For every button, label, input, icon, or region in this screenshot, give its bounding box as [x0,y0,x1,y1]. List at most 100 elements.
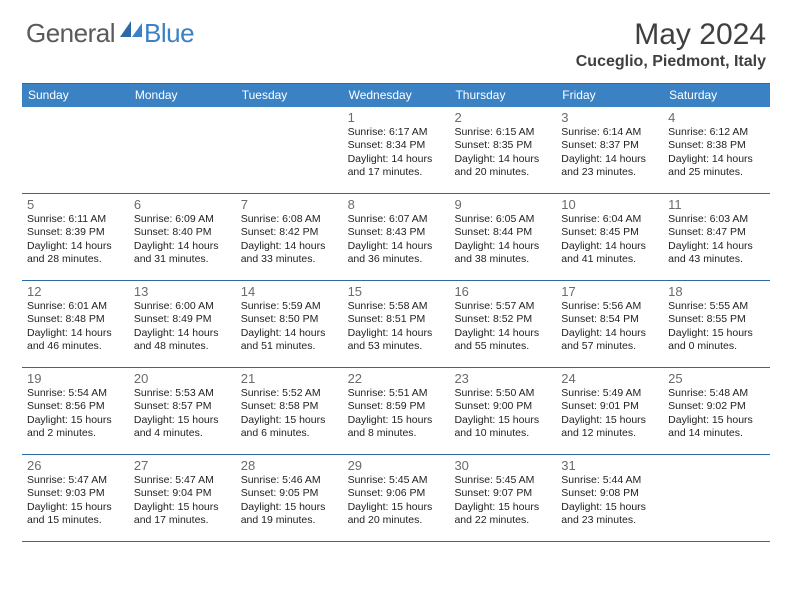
day-cell: 22Sunrise: 5:51 AMSunset: 8:59 PMDayligh… [343,368,450,454]
day-info: Sunrise: 5:48 AMSunset: 9:02 PMDaylight:… [668,387,765,441]
day-info: Sunrise: 5:47 AMSunset: 9:03 PMDaylight:… [27,474,124,528]
logo-text-blue: Blue [144,18,194,49]
header: General Blue May 2024 Cuceglio, Piedmont… [0,0,792,75]
day-cell [663,455,770,541]
day-info: Sunrise: 5:44 AMSunset: 9:08 PMDaylight:… [561,474,658,528]
day-info: Sunrise: 5:50 AMSunset: 9:00 PMDaylight:… [454,387,551,441]
day-number: 28 [241,458,338,473]
day-number: 29 [348,458,445,473]
day-number: 13 [134,284,231,299]
day-number: 1 [348,110,445,125]
day-info: Sunrise: 6:15 AMSunset: 8:35 PMDaylight:… [454,126,551,180]
day-cell: 26Sunrise: 5:47 AMSunset: 9:03 PMDayligh… [22,455,129,541]
day-number: 24 [561,371,658,386]
day-info: Sunrise: 5:45 AMSunset: 9:06 PMDaylight:… [348,474,445,528]
day-info: Sunrise: 5:56 AMSunset: 8:54 PMDaylight:… [561,300,658,354]
day-cell: 25Sunrise: 5:48 AMSunset: 9:02 PMDayligh… [663,368,770,454]
day-info: Sunrise: 6:07 AMSunset: 8:43 PMDaylight:… [348,213,445,267]
day-number: 26 [27,458,124,473]
day-cell: 29Sunrise: 5:45 AMSunset: 9:06 PMDayligh… [343,455,450,541]
day-info: Sunrise: 6:08 AMSunset: 8:42 PMDaylight:… [241,213,338,267]
day-cell: 31Sunrise: 5:44 AMSunset: 9:08 PMDayligh… [556,455,663,541]
week-row: 19Sunrise: 5:54 AMSunset: 8:56 PMDayligh… [22,368,770,455]
day-cell: 10Sunrise: 6:04 AMSunset: 8:45 PMDayligh… [556,194,663,280]
day-number: 23 [454,371,551,386]
day-cell: 3Sunrise: 6:14 AMSunset: 8:37 PMDaylight… [556,107,663,193]
day-number: 3 [561,110,658,125]
day-cell: 5Sunrise: 6:11 AMSunset: 8:39 PMDaylight… [22,194,129,280]
day-cell: 8Sunrise: 6:07 AMSunset: 8:43 PMDaylight… [343,194,450,280]
day-cell: 19Sunrise: 5:54 AMSunset: 8:56 PMDayligh… [22,368,129,454]
day-number: 25 [668,371,765,386]
day-cell [129,107,236,193]
day-info: Sunrise: 5:46 AMSunset: 9:05 PMDaylight:… [241,474,338,528]
day-number: 19 [27,371,124,386]
day-info: Sunrise: 5:49 AMSunset: 9:01 PMDaylight:… [561,387,658,441]
dayhead-sat: Saturday [663,84,770,107]
day-number: 20 [134,371,231,386]
day-cell: 15Sunrise: 5:58 AMSunset: 8:51 PMDayligh… [343,281,450,367]
day-info: Sunrise: 6:12 AMSunset: 8:38 PMDaylight:… [668,126,765,180]
day-cell: 28Sunrise: 5:46 AMSunset: 9:05 PMDayligh… [236,455,343,541]
day-number: 16 [454,284,551,299]
day-cell: 11Sunrise: 6:03 AMSunset: 8:47 PMDayligh… [663,194,770,280]
day-cell: 23Sunrise: 5:50 AMSunset: 9:00 PMDayligh… [449,368,556,454]
dayhead-row: Sunday Monday Tuesday Wednesday Thursday… [22,84,770,107]
day-cell: 14Sunrise: 5:59 AMSunset: 8:50 PMDayligh… [236,281,343,367]
day-number: 15 [348,284,445,299]
week-row: 1Sunrise: 6:17 AMSunset: 8:34 PMDaylight… [22,107,770,194]
logo: General Blue [26,18,194,49]
day-cell: 9Sunrise: 6:05 AMSunset: 8:44 PMDaylight… [449,194,556,280]
day-cell: 6Sunrise: 6:09 AMSunset: 8:40 PMDaylight… [129,194,236,280]
logo-text-general: General [26,18,115,49]
day-cell: 1Sunrise: 6:17 AMSunset: 8:34 PMDaylight… [343,107,450,193]
logo-sail-icon [120,21,142,39]
day-info: Sunrise: 5:55 AMSunset: 8:55 PMDaylight:… [668,300,765,354]
day-info: Sunrise: 5:47 AMSunset: 9:04 PMDaylight:… [134,474,231,528]
dayhead-fri: Friday [556,84,663,107]
day-number: 21 [241,371,338,386]
day-number: 5 [27,197,124,212]
day-number: 18 [668,284,765,299]
month-title: May 2024 [576,18,766,51]
day-number: 4 [668,110,765,125]
day-info: Sunrise: 5:54 AMSunset: 8:56 PMDaylight:… [27,387,124,441]
day-number: 10 [561,197,658,212]
day-cell [22,107,129,193]
day-info: Sunrise: 5:51 AMSunset: 8:59 PMDaylight:… [348,387,445,441]
location-label: Cuceglio, Piedmont, Italy [576,53,766,71]
day-number: 9 [454,197,551,212]
day-number: 11 [668,197,765,212]
day-cell: 16Sunrise: 5:57 AMSunset: 8:52 PMDayligh… [449,281,556,367]
day-info: Sunrise: 5:52 AMSunset: 8:58 PMDaylight:… [241,387,338,441]
day-number: 30 [454,458,551,473]
day-number: 27 [134,458,231,473]
day-number: 7 [241,197,338,212]
calendar: Sunday Monday Tuesday Wednesday Thursday… [22,83,770,542]
day-cell: 20Sunrise: 5:53 AMSunset: 8:57 PMDayligh… [129,368,236,454]
day-cell: 2Sunrise: 6:15 AMSunset: 8:35 PMDaylight… [449,107,556,193]
day-number: 12 [27,284,124,299]
day-info: Sunrise: 6:11 AMSunset: 8:39 PMDaylight:… [27,213,124,267]
day-info: Sunrise: 5:45 AMSunset: 9:07 PMDaylight:… [454,474,551,528]
day-number: 22 [348,371,445,386]
day-info: Sunrise: 6:17 AMSunset: 8:34 PMDaylight:… [348,126,445,180]
dayhead-tue: Tuesday [236,84,343,107]
day-number: 17 [561,284,658,299]
dayhead-sun: Sunday [22,84,129,107]
day-info: Sunrise: 6:14 AMSunset: 8:37 PMDaylight:… [561,126,658,180]
day-info: Sunrise: 6:03 AMSunset: 8:47 PMDaylight:… [668,213,765,267]
day-info: Sunrise: 6:04 AMSunset: 8:45 PMDaylight:… [561,213,658,267]
day-cell: 17Sunrise: 5:56 AMSunset: 8:54 PMDayligh… [556,281,663,367]
day-number: 14 [241,284,338,299]
day-cell: 30Sunrise: 5:45 AMSunset: 9:07 PMDayligh… [449,455,556,541]
day-cell: 18Sunrise: 5:55 AMSunset: 8:55 PMDayligh… [663,281,770,367]
day-info: Sunrise: 5:59 AMSunset: 8:50 PMDaylight:… [241,300,338,354]
day-number: 8 [348,197,445,212]
day-number: 2 [454,110,551,125]
day-info: Sunrise: 5:57 AMSunset: 8:52 PMDaylight:… [454,300,551,354]
day-info: Sunrise: 6:05 AMSunset: 8:44 PMDaylight:… [454,213,551,267]
day-cell: 24Sunrise: 5:49 AMSunset: 9:01 PMDayligh… [556,368,663,454]
week-row: 5Sunrise: 6:11 AMSunset: 8:39 PMDaylight… [22,194,770,281]
day-info: Sunrise: 5:58 AMSunset: 8:51 PMDaylight:… [348,300,445,354]
